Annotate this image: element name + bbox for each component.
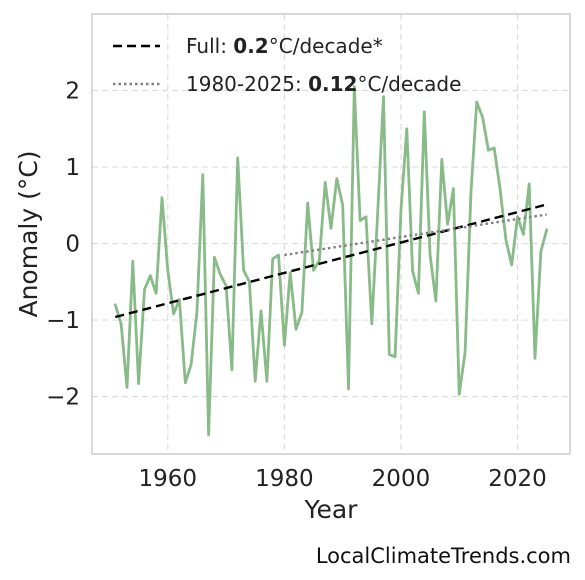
y-tick-label-2: 0 — [65, 232, 80, 258]
recent-trend-line — [284, 213, 547, 257]
x-axis-title: Year — [304, 495, 359, 524]
legend: Full: 0.2°C/decade*1980-2025: 0.12°C/dec… — [113, 34, 461, 96]
x-tick-label-0: 1960 — [139, 466, 198, 492]
x-tick-label-2: 2000 — [372, 466, 431, 492]
legend-suffix-1: °C/decade — [357, 72, 461, 96]
series-lines — [113, 85, 549, 437]
anomaly-series-line — [113, 85, 549, 437]
y-tick-label-0: −2 — [46, 385, 80, 411]
y-tick-label-4: 2 — [65, 79, 80, 105]
x-tick-labels: 1960 1980 2000 2020 — [139, 466, 547, 492]
legend-label-0: Full: 0.2°C/decade* — [186, 34, 383, 58]
legend-prefix-0: Full: — [186, 34, 233, 58]
plot-background — [92, 14, 570, 454]
legend-value-1: 0.12 — [308, 72, 357, 96]
legend-prefix-1: 1980-2025: — [186, 72, 308, 96]
y-tick-label-1: −1 — [46, 308, 80, 334]
y-tick-label-3: 1 — [65, 155, 80, 181]
x-tick-label-3: 2020 — [488, 466, 547, 492]
full-trend-line — [114, 203, 548, 319]
x-tick-label-1: 1980 — [255, 466, 314, 492]
watermark: LocalClimateTrends.com — [315, 544, 571, 568]
plot-frame — [91, 13, 571, 455]
legend-suffix-0: °C/decade* — [269, 34, 383, 58]
legend-label-1: 1980-2025: 0.12°C/decade — [186, 72, 461, 96]
y-tick-labels: −2 −1 0 1 2 — [46, 79, 80, 411]
y-axis-title: Anomaly (°C) — [14, 150, 43, 317]
legend-value-0: 0.2 — [233, 34, 268, 58]
